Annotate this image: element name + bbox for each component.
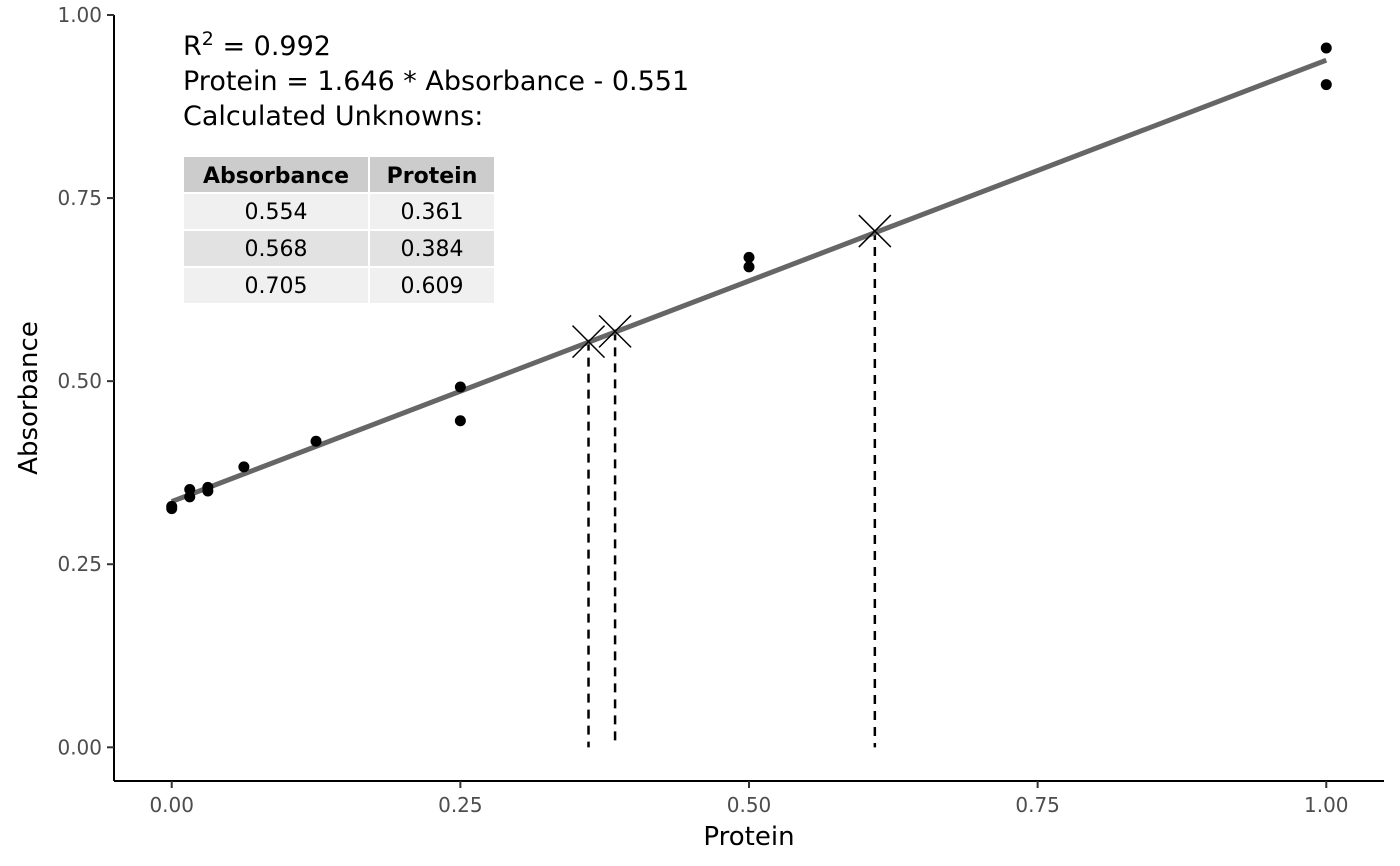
table-cell-text: 0.384 bbox=[401, 237, 464, 262]
y-tick-label: 0.75 bbox=[57, 186, 102, 210]
table-cell bbox=[368, 192, 496, 231]
x-tick-label: 1.00 bbox=[1304, 793, 1349, 817]
data-point bbox=[184, 491, 196, 503]
data-point bbox=[454, 381, 466, 393]
x-tick-label: 0.50 bbox=[727, 793, 772, 817]
x-axis-title: Protein bbox=[703, 822, 794, 852]
table-cell bbox=[368, 266, 496, 305]
x-tick-label: 0.75 bbox=[1015, 793, 1060, 817]
table-cell bbox=[182, 192, 370, 231]
data-point bbox=[743, 261, 755, 273]
table-cell-text: 0.705 bbox=[245, 274, 308, 299]
data-point bbox=[166, 503, 178, 515]
regression-equation: Protein = 1.646 * Absorbance - 0.551 bbox=[183, 66, 689, 97]
data-point bbox=[454, 415, 466, 427]
unknowns-title: Calculated Unknowns: bbox=[183, 101, 483, 132]
table-cell bbox=[368, 229, 496, 268]
unknown-marker bbox=[571, 325, 606, 359]
r-squared-label: R2 = 0.992 bbox=[183, 28, 331, 62]
unknowns-table: Absorbance Protein 0.554 0.361 0.568 0.384 0.7… bbox=[182, 155, 496, 305]
table-cell-text: 0.609 bbox=[401, 274, 464, 299]
y-axis-title: Absorbance bbox=[14, 321, 44, 475]
data-point bbox=[1320, 42, 1332, 54]
y-tick-label: 0.00 bbox=[57, 735, 102, 759]
y-tick-label: 0.50 bbox=[57, 369, 102, 393]
table-header-cell bbox=[368, 155, 496, 194]
unknown-marker-stroke bbox=[598, 314, 632, 348]
data-point bbox=[1320, 79, 1332, 91]
table-cell-text: 0.361 bbox=[401, 200, 464, 225]
table-cell bbox=[182, 266, 370, 305]
table-header-cell bbox=[182, 155, 370, 194]
table-header-text: Absorbance bbox=[203, 164, 349, 189]
unknown-marker-stroke bbox=[858, 214, 892, 248]
data-point bbox=[743, 251, 755, 263]
data-point bbox=[238, 461, 250, 473]
table-cell-text: 0.568 bbox=[245, 237, 308, 262]
table-header-text: Protein bbox=[387, 164, 478, 189]
data-point bbox=[202, 485, 214, 497]
unknown-marker-stroke bbox=[571, 325, 606, 359]
unknown-marker bbox=[598, 314, 632, 348]
y-tick-label: 1.00 bbox=[57, 3, 102, 27]
data-point bbox=[310, 435, 322, 447]
x-tick-label: 0.00 bbox=[149, 793, 194, 817]
regression-line bbox=[170, 57, 1328, 504]
x-tick-label: 0.25 bbox=[438, 793, 483, 817]
unknown-marker bbox=[858, 214, 892, 248]
y-tick-label: 0.25 bbox=[57, 552, 102, 576]
plot-layer: 0.00 0.25 0.50 0.75 1.00 0.00 0.25 0.50 0.75 1.00 bbox=[57, 3, 1384, 817]
table-cell-text: 0.554 bbox=[245, 200, 308, 225]
